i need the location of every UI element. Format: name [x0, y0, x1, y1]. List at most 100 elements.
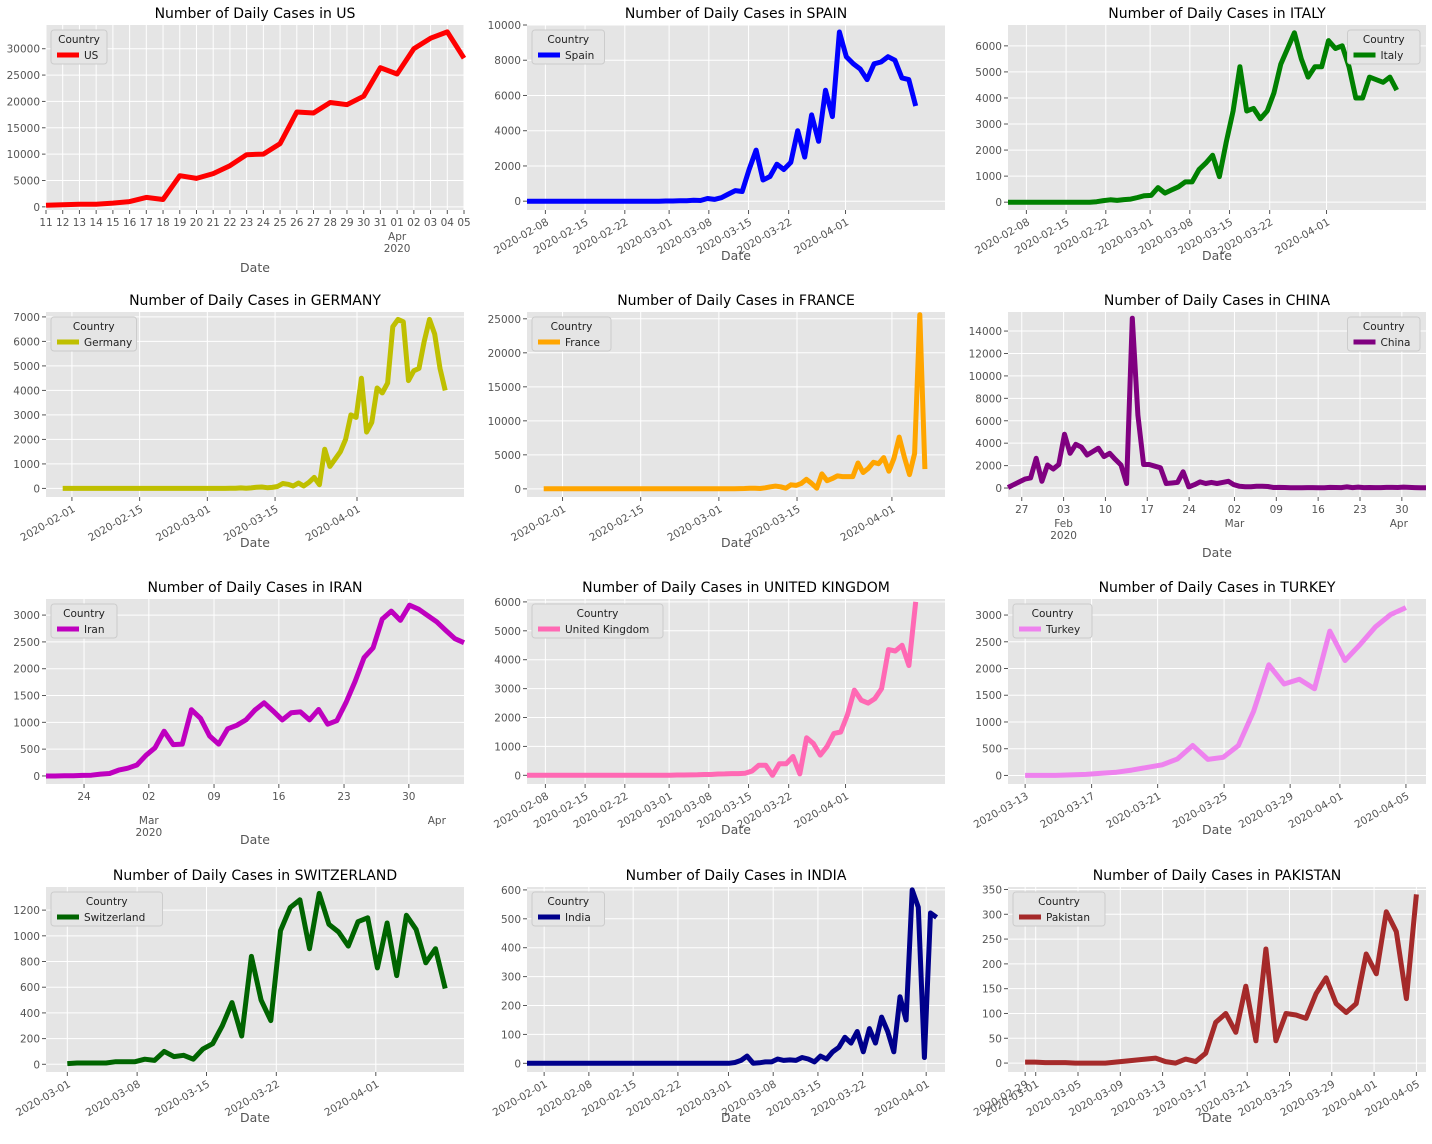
x-tick-label: 17 [1141, 504, 1154, 516]
x-tick-label: 02 [142, 791, 155, 803]
x-tick-label: 29 [340, 217, 353, 229]
x-tick-label: 30 [357, 217, 370, 229]
y-tick-label: 5000 [13, 175, 40, 187]
chart-title: Number of Daily Cases in TURKEY [1099, 580, 1336, 596]
x-axis-label: Date [721, 822, 751, 837]
y-tick-label: 6000 [13, 336, 40, 348]
x-tick-label: 26 [290, 217, 304, 229]
x-tick-label: 23 [240, 217, 253, 229]
x-tick-label: 15 [106, 217, 119, 229]
y-tick-label: 400 [20, 1008, 40, 1020]
x-tick-label: 24 [257, 217, 271, 229]
x-tick-label: 2020-03-15 [744, 503, 803, 544]
series-line [46, 602, 466, 779]
x-axis-label: Date [1202, 1110, 1232, 1125]
y-tick-label: 30000 [7, 44, 40, 56]
x-tick-label: 2020-04-01 [839, 503, 898, 544]
x-axis-label: Date [240, 260, 270, 275]
y-tick-label: 10000 [488, 416, 521, 428]
y-tick-label: 3000 [13, 410, 40, 422]
y-tick-label: 6000 [494, 90, 521, 102]
y-tick-label: 0 [995, 197, 1002, 209]
y-tick-label: 200 [20, 1034, 40, 1046]
series-line [543, 312, 928, 492]
y-tick-label: 0 [514, 1058, 521, 1070]
series-line [1008, 30, 1399, 205]
y-tick-label: 300 [982, 909, 1002, 921]
x-tick-label: 2020-04-01 [1287, 790, 1346, 831]
series-line [527, 29, 919, 204]
x-tick-sublabel: Mar [1225, 518, 1245, 530]
x-tick-label: 21 [207, 217, 220, 229]
chart-title: Number of Daily Cases in IRAN [147, 580, 362, 596]
y-tick-label: 0 [33, 771, 40, 783]
y-tick-label: 500 [501, 914, 521, 926]
y-tick-label: 2000 [13, 664, 40, 676]
x-axis-label: Date [1202, 248, 1232, 263]
x-axis-label: Date [240, 832, 270, 847]
x-tick-label: 28 [324, 217, 337, 229]
y-tick-label: 600 [501, 885, 521, 897]
x-tick-label: 27 [307, 217, 320, 229]
legend-label: Turkey [1045, 624, 1080, 636]
y-tick-label: 6000 [494, 597, 521, 609]
x-tick-label: 2020-04-05 [1353, 790, 1412, 831]
y-tick-label: 5000 [494, 626, 521, 638]
chart-panel: 02000400060008000100002020-02-082020-02-… [488, 6, 945, 263]
y-tick-label: 0 [995, 483, 1002, 495]
chart-title: Number of Daily Cases in ITALY [1108, 6, 1326, 22]
y-tick-label: 0 [995, 1058, 1002, 1070]
x-tick-label: 18 [156, 217, 169, 229]
y-tick-label: 1200 [13, 905, 40, 917]
legend-title: Country [86, 896, 128, 908]
y-tick-label: 2000 [975, 461, 1002, 473]
y-tick-label: 0 [514, 484, 521, 496]
y-tick-label: 10000 [488, 20, 521, 32]
x-tick-label: 23 [1353, 504, 1366, 516]
y-tick-label: 0 [33, 483, 40, 495]
y-tick-label: 2000 [975, 145, 1002, 157]
x-tick-sublabel: 2020 [1050, 530, 1077, 542]
chart-panel: 01002003004005006002020-02-012020-02-082… [491, 868, 945, 1125]
y-tick-label: 5000 [13, 361, 40, 373]
x-tick-label: 2020-03-13 [972, 790, 1031, 831]
legend-title: Country [547, 896, 589, 908]
legend-box [531, 603, 664, 639]
x-tick-label: 24 [1182, 504, 1196, 516]
series-line [1025, 605, 1407, 778]
x-axis-label: Date [1202, 822, 1232, 837]
x-tick-label: 2020-04-01 [792, 216, 851, 257]
y-tick-label: 3000 [13, 610, 40, 622]
legend-title: Country [1038, 896, 1080, 908]
x-tick-label: 09 [207, 791, 220, 803]
x-tick-label: 2020-02-15 [86, 503, 145, 544]
legend-label: India [565, 912, 591, 924]
y-tick-label: 2500 [13, 637, 40, 649]
y-tick-label: 10000 [969, 371, 1002, 383]
x-tick-label: 24 [77, 791, 91, 803]
y-tick-label: 3000 [494, 684, 521, 696]
x-tick-sublabel: 2020 [384, 243, 411, 255]
y-tick-label: 200 [501, 1001, 521, 1013]
x-tick-label: 11 [39, 217, 52, 229]
legend-title: Country [547, 34, 589, 46]
x-tick-label: 2020-03-17 [1038, 790, 1097, 831]
x-tick-sublabel: Apr [428, 815, 447, 827]
y-tick-label: 1000 [975, 717, 1002, 729]
y-tick-label: 1500 [13, 691, 40, 703]
x-tick-label: 22 [223, 217, 236, 229]
x-tick-label: 19 [173, 217, 186, 229]
y-tick-label: 600 [20, 982, 40, 994]
y-tick-label: 50 [989, 1033, 1002, 1045]
y-tick-label: 7000 [13, 312, 40, 324]
y-tick-label: 5000 [975, 67, 1002, 79]
y-tick-label: 250 [982, 934, 1002, 946]
y-tick-label: 100 [501, 1029, 521, 1041]
chart-title: Number of Daily Cases in GERMANY [129, 293, 381, 309]
y-tick-label: 20000 [488, 348, 521, 360]
series-line [62, 316, 448, 491]
y-tick-label: 0 [33, 202, 40, 214]
